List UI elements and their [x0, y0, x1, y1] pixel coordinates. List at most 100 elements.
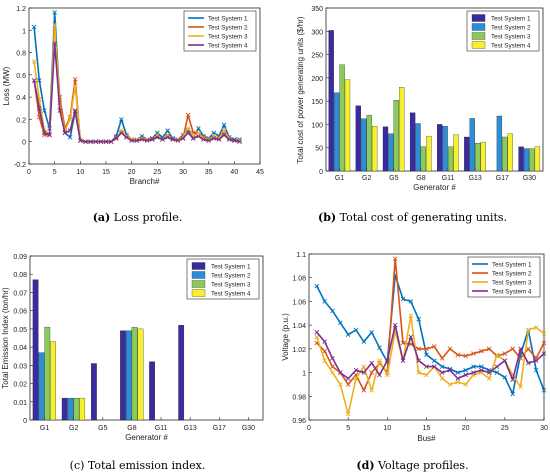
chart-b-bar — [453, 134, 459, 172]
chart-c-category-label: G5 — [98, 425, 107, 432]
chart-a-data-point — [196, 133, 201, 139]
chart-d-xtick-label: 15 — [423, 425, 431, 432]
chart-d-data-point — [432, 364, 437, 369]
chart-b-bar — [339, 64, 345, 172]
chart-d-data-point — [330, 370, 335, 375]
chart-d-data-point — [455, 376, 461, 381]
chart-d-xtick-label: 25 — [501, 425, 509, 432]
chart-a-data-point — [83, 139, 88, 145]
chart-d-ytick-label: 1.06 — [292, 299, 306, 306]
chart-a-ytick-label: 0 — [22, 140, 26, 147]
chart-b-bar — [366, 114, 372, 172]
caption-c: (c) Total emission index. — [69, 459, 206, 472]
chart-a-xtick-label: 10 — [76, 169, 84, 176]
chart-d-data-point — [322, 339, 327, 345]
chart-a-data-point — [196, 126, 201, 131]
chart-a-data-point — [221, 128, 227, 133]
chart-d-data-point — [338, 320, 343, 326]
chart-d-data-point — [345, 332, 351, 337]
chart-a-data-point — [155, 134, 160, 140]
chart-d-ytick-label: 0.98 — [292, 394, 306, 401]
chart-b-ytick-label: 200 — [311, 76, 323, 83]
chart-c-ytick-label: 0.03 — [13, 363, 27, 370]
chart-a-data-point — [31, 78, 37, 83]
chart-a-data-point — [88, 139, 93, 145]
chart-b-bar — [333, 92, 340, 172]
chart-c-ytick-label: 0.01 — [13, 400, 27, 407]
chart-d-data-point — [463, 353, 468, 359]
chart-a-ytick-label: -0.2 — [14, 162, 26, 169]
chart-a-legend-label: Test System 1 — [208, 16, 248, 23]
chart-c-bar — [131, 326, 138, 421]
chart-d-data-point — [541, 351, 547, 356]
chart-d-ytick-label: 1.02 — [292, 347, 306, 354]
chart-d-xtick-label: 30 — [540, 425, 548, 432]
chart-d-data-point — [361, 339, 367, 345]
chart-b-bar — [437, 124, 443, 172]
chart-a-data-point — [72, 76, 78, 82]
chart-a-data-point — [67, 134, 73, 140]
chart-c-ytick-label: 0.02 — [13, 382, 27, 389]
chart-a-xtick-label: 0 — [27, 169, 31, 176]
chart-a-ytick-label: 1 — [22, 28, 26, 35]
chart-a-data-point — [93, 139, 99, 145]
chart-a-ytick-label: 0.6 — [16, 73, 26, 80]
chart-c-legend-swatch — [191, 280, 206, 288]
caption-d: (d) Voltage profiles. — [356, 459, 469, 472]
chart-d-data-point — [479, 367, 484, 373]
chart-d-data-point — [369, 329, 374, 335]
chart-d-legend-label: Test System 1 — [492, 262, 532, 269]
chart-d-ytick-label: 1.08 — [292, 276, 306, 283]
chart-d-data-point — [455, 370, 461, 375]
chart-d-data-point — [494, 364, 500, 369]
chart-b-bar — [518, 146, 524, 172]
chart-d-data-point — [322, 299, 327, 304]
chart-d-data-point — [424, 364, 429, 369]
chart-d-xtick-label: 0 — [307, 425, 311, 432]
chart-b-category-label: G11 — [442, 175, 455, 182]
chart-a-xtick-label: 5 — [53, 169, 57, 176]
chart-b-bar — [529, 148, 535, 172]
chart-d-data-point — [432, 358, 437, 364]
chart-b-bar — [469, 118, 475, 172]
chart-d-data-point — [533, 325, 539, 330]
chart-b-ytick-label: 250 — [311, 53, 323, 60]
chart-d-data-point — [494, 352, 500, 358]
chart-a-data-point — [103, 139, 109, 145]
chart-a-data-point — [175, 138, 181, 143]
chart-b-bar — [393, 100, 399, 172]
chart-b-bar — [447, 146, 454, 172]
chart-a-data-point — [119, 130, 124, 136]
chart-b-bar — [502, 136, 508, 172]
chart-d-data-point — [455, 352, 461, 358]
chart-a-data-point — [52, 41, 57, 46]
chart-d-data-point — [447, 346, 453, 352]
chart-b-bar — [523, 148, 530, 172]
chart-c-legend-label: Test System 1 — [211, 264, 251, 271]
chart-c-category-label: G11 — [155, 425, 168, 432]
chart-b-category-label: G30 — [523, 175, 536, 182]
chart-d-data-point — [385, 372, 390, 378]
chart-b-bar — [328, 30, 334, 172]
chart-a-xtick-label: 15 — [102, 169, 110, 176]
chart-c-legend-swatch — [191, 271, 206, 279]
chart-d-data-point — [353, 327, 359, 333]
chart-a-data-point — [31, 24, 37, 30]
chart-a-ytick-label: 0.2 — [16, 117, 26, 124]
chart-a-data-point — [165, 134, 170, 140]
chart-d-x-axis-label: Bus# — [417, 434, 436, 443]
chart-a-ytick-label: 1.2 — [16, 6, 26, 13]
chart-b-x-axis-label: Generator # — [413, 183, 456, 192]
chart-a-data-point — [180, 136, 186, 141]
chart-a-data-point — [165, 128, 170, 133]
chart-a-data-point — [124, 134, 129, 140]
chart-d-data-point — [471, 351, 476, 356]
chart-a-xtick-label: 40 — [230, 169, 238, 176]
chart-c-ytick-label: 0.08 — [13, 272, 27, 279]
chart-b-bar — [534, 146, 541, 172]
chart-a-data-point — [221, 132, 227, 138]
chart-d-data-point — [314, 283, 320, 289]
chart-a-data-point — [47, 132, 52, 138]
chart-d-data-point — [424, 352, 429, 358]
chart-d-xtick-label: 20 — [462, 425, 470, 432]
